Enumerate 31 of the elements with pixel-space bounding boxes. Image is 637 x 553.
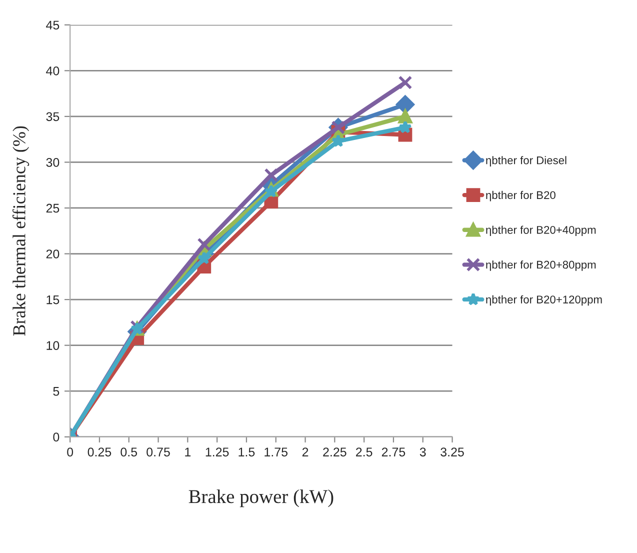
y-tick-label: 45: [46, 20, 60, 30]
x-tick-label: 0: [67, 448, 74, 456]
x-tick-label: 1.25: [206, 448, 229, 456]
legend-label: ηbther for Diesel: [486, 156, 566, 166]
y-tick-label: 20: [46, 250, 60, 258]
y-tick-label: 15: [46, 295, 60, 304]
x-axis-title: Brake power (kW): [188, 489, 334, 508]
x-tick-label: 2: [302, 448, 308, 456]
y-tick-label: 0: [53, 432, 60, 442]
x-tick-label: 0.25: [88, 448, 112, 456]
legend-label: ηbther for B20+120ppm: [486, 295, 602, 306]
y-axis-title: Brake thermal efficiency (%): [12, 126, 30, 336]
y-tick-label: 40: [46, 66, 60, 76]
x-tick-label: 0.75: [146, 448, 170, 456]
x-tick-label: 2.25: [323, 448, 346, 456]
x-tick-label: 3: [420, 448, 426, 456]
legend-label: ηbther for B20+40ppm: [486, 226, 596, 236]
x-tick-label: 0.5: [120, 448, 138, 456]
y-tick-label: 5: [53, 387, 60, 396]
x-tick-label: 2.75: [382, 448, 406, 456]
x-tick-label: 1.75: [264, 448, 288, 456]
y-tick-label: 30: [46, 158, 60, 167]
y-tick-label: 25: [46, 204, 60, 213]
y-tick-label: 35: [46, 112, 60, 122]
x-tick-label: 1.5: [238, 448, 255, 456]
legend-label: ηbther for B20+80ppm: [486, 260, 596, 271]
x-tick-label: 1: [185, 448, 191, 456]
legend-label: ηbther for B20: [486, 190, 556, 202]
x-tick-label: 2.5: [356, 448, 372, 456]
y-tick-label: 10: [46, 341, 60, 350]
x-tick-label: 3.25: [440, 448, 464, 456]
